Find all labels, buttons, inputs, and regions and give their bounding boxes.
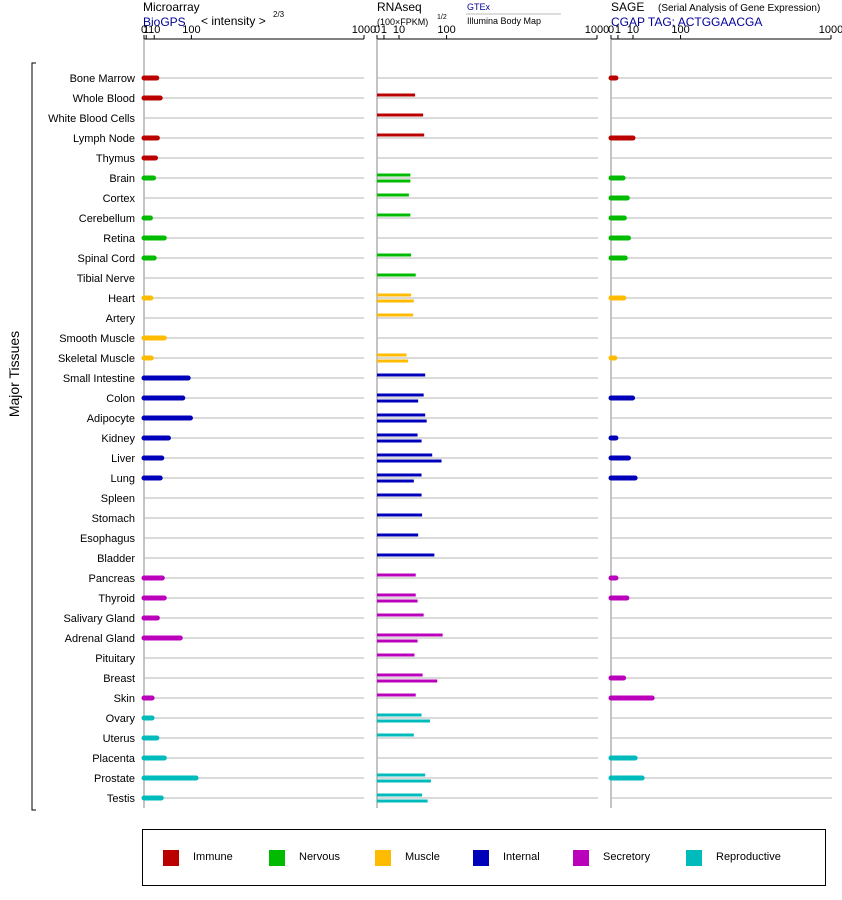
tissue-label: Heart [108,293,135,305]
tissue-label: Esophagus [80,533,136,545]
tissue-label: Lung [111,473,135,485]
rnaseq-tick-label: 1 [381,24,387,36]
legend-label: Reproductive [716,851,781,863]
sage-tick-label: 10 [627,24,639,36]
tissue-label: Brain [109,173,135,185]
tissue-label: Adipocyte [87,413,135,425]
tissue-label: White Blood Cells [48,113,135,125]
tissue-label: Skeletal Muscle [58,353,135,365]
microarray-tick-label: 100 [182,24,200,36]
tissue-label: Stomach [92,513,135,525]
tissue-label: Pituitary [95,653,135,665]
tissue-label: Bladder [97,553,135,565]
sage-subtitle: (Serial Analysis of Gene Expression) [658,3,820,14]
tissue-label: Tibial Nerve [77,273,135,285]
rnaseq-tick-label: 100 [437,24,455,36]
rnaseq-tick-label: 10 [393,24,405,36]
legend-swatch [375,850,391,866]
tissue-label: Kidney [101,433,135,445]
sage-tick-label: 100 [671,24,689,36]
rnaseq-title: RNAseq [377,0,422,14]
sage-title: SAGE [611,0,644,14]
tissue-label: Pancreas [89,573,136,585]
tissue-label: Bone Marrow [70,73,135,85]
microarray-tick-label: 10 [148,24,160,36]
sage-tick-label: 1000 [819,24,842,36]
legend-label: Internal [503,851,540,863]
legend-label: Nervous [299,851,340,863]
rnaseq-tick-label: 0 [374,24,380,36]
tissue-label: Colon [106,393,135,405]
tissue-label: Liver [111,453,135,465]
rnaseq-exponent: 1/2 [437,14,447,21]
tissue-label: Adrenal Gland [65,633,135,645]
tissue-label: Whole Blood [73,93,135,105]
tissue-label: Thyroid [98,593,135,605]
legend-label: Secretory [603,851,651,863]
legend-label: Muscle [405,851,440,863]
tissue-label: Ovary [106,713,136,725]
legend-swatch [473,850,489,866]
tissue-label: Breast [103,673,135,685]
tissue-label: Testis [107,793,136,805]
legend-swatch [686,850,702,866]
tissue-label: Cerebellum [79,213,135,225]
microarray-measure: < intensity > [201,14,266,28]
microarray-source: BioGPS [143,15,186,29]
y-axis-label: Major Tissues [6,331,22,417]
microarray-exponent: 2/3 [273,10,285,19]
tissue-label: Small Intestine [63,373,135,385]
tissue-label: Lymph Node [73,133,135,145]
microarray-title: Microarray [143,0,200,14]
tissue-label: Artery [106,313,136,325]
legend-label: Immune [193,851,233,863]
tissue-label: Prostate [94,773,135,785]
tissue-bracket [31,62,36,811]
rnaseq-source-ibm: Illumina Body Map [467,16,541,26]
sage-tick-label: 0 [608,24,614,36]
legend: Immune Nervous Muscle Internal Secretory Repr… [142,829,826,886]
tissue-label: Smooth Muscle [59,333,135,345]
microarray-tick-label: 1000 [352,24,376,36]
microarray-tick-label: 1 [143,24,149,36]
tissue-label: Uterus [103,733,136,745]
legend-swatch [269,850,285,866]
tissue-label: Thymus [96,153,136,165]
tissue-label: Salivary Gland [63,613,135,625]
tissue-label: Spleen [101,493,135,505]
tissue-label: Retina [103,233,136,245]
tissue-label: Cortex [103,193,136,205]
rnaseq-tick-label: 1000 [585,24,609,36]
microarray-tick-label: 0 [141,24,147,36]
tissue-label: Spinal Cord [78,253,135,265]
tissue-label: Skin [114,693,135,705]
rnaseq-unit: (100×FPKM) [377,17,428,27]
legend-swatch [573,850,589,866]
sage-tag: CGAP TAG: ACTGGAACGA [611,15,762,29]
tissue-label: Placenta [92,753,136,765]
sage-tick-label: 1 [615,24,621,36]
rnaseq-source-gtex: GTEx [467,2,491,12]
legend-swatch [163,850,179,866]
